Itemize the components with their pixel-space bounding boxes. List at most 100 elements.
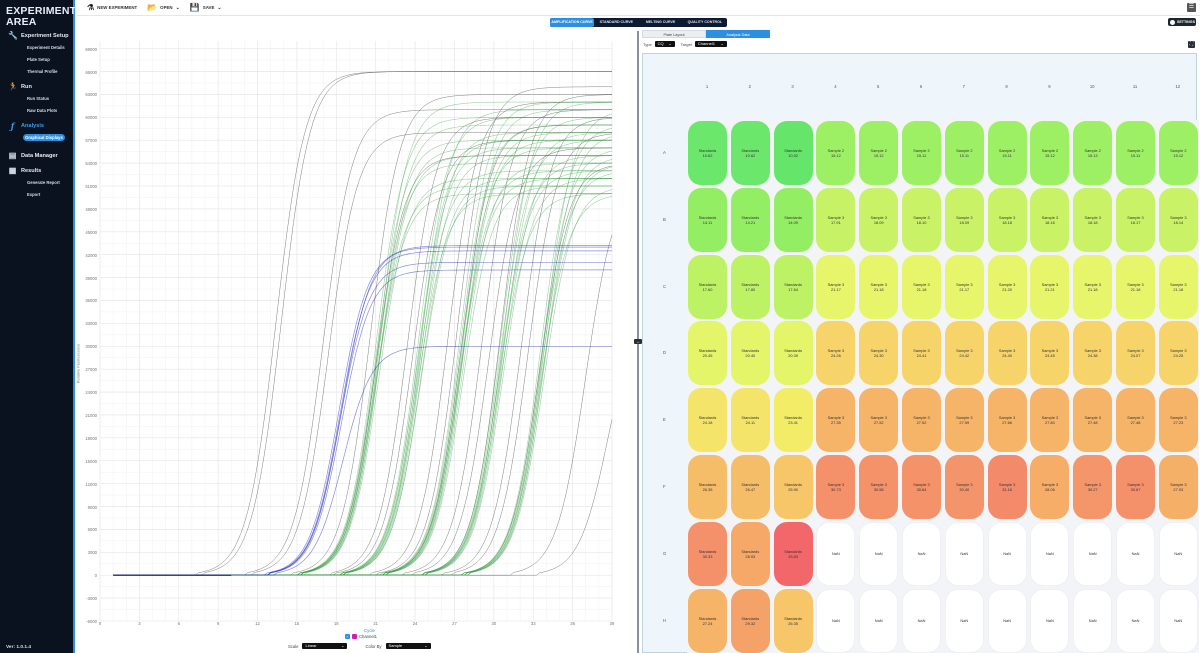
save-button[interactable]: 💾 SAVE ⌄ [190,3,222,12]
sidebar-item-graphical-displays[interactable]: Graphical Displays [23,134,65,141]
plate-well[interactable]: Sample 3 21.18 [1116,254,1155,319]
sidebar-section-experiment-setup[interactable]: 🔧 Experiment Setup [8,32,69,40]
plate-well[interactable]: Standards 14.21 [730,187,770,252]
plate-well[interactable]: NaN [944,521,984,586]
amplification-chart[interactable] [78,31,636,631]
plate-well[interactable]: NaN [1073,588,1113,653]
plate-well[interactable]: NaN [944,588,984,653]
plate-well[interactable]: Sample 3 30.27 [1073,455,1113,519]
sidebar-item-run-status[interactable]: Run Status [27,96,50,101]
fullscreen-icon[interactable]: ⛶ [1188,41,1195,48]
plate-well[interactable]: Standards 14.09 [773,187,813,252]
plate-well[interactable]: Sample 3 24.30 [859,321,899,386]
plate-well[interactable]: Sample 3 21.18 [1158,254,1198,319]
plate-well[interactable]: Sample 3 24.26 [816,321,856,386]
plate-well[interactable]: Standards 20.39 [773,321,813,386]
plate-well[interactable]: Sample 3 18.09 [859,187,899,252]
plate-well[interactable]: NaN [902,588,941,653]
plate-well[interactable]: Standards 20.45 [688,321,727,386]
plate-well[interactable]: Standards 26.35 [773,588,813,653]
plate-well[interactable]: Standards 10.52 [773,121,813,185]
plate-well[interactable]: Sample 3 18.18 [1073,187,1113,252]
plate-well[interactable]: Standards 24.11 [730,388,770,453]
plate-well[interactable]: Sample 2 15.11 [987,121,1027,185]
plate-well[interactable]: Sample 3 21.21 [1030,254,1070,319]
plate-well[interactable]: Sample 3 27.23 [1158,388,1198,453]
plate-well[interactable]: Sample 3 18.09 [944,187,984,252]
tab-quality-control[interactable]: QUALITY CONTROL [687,20,723,24]
plate-well[interactable]: NaN [1116,588,1155,653]
plate-well[interactable]: Standards 33.83 [773,521,813,586]
plate-well[interactable]: Sample 3 30.40 [944,455,984,519]
plate-well[interactable]: NaN [816,588,856,653]
sidebar-item-plate-setup[interactable]: Plate Setup [27,57,50,62]
sidebar-item-export[interactable]: Export [27,192,41,197]
plate-well[interactable]: Sample 2 15.12 [859,121,899,185]
plate-well[interactable]: Sample 2 15.13 [1073,121,1113,185]
plate-well[interactable]: Sample 3 18.10 [902,187,941,252]
plate-well[interactable]: Standards 17.64 [773,254,813,319]
window-menu-icon[interactable]: ☰ [1187,3,1196,12]
sidebar-item-thermal-profile[interactable]: Thermal Profile [27,69,58,74]
plate-well[interactable]: Standards 14.11 [688,187,727,252]
plate-well[interactable]: Standards 17.80 [730,254,770,319]
plate-well[interactable]: Sample 3 21.20 [987,254,1027,319]
tab-analysis-data[interactable]: Analysis Data [706,30,770,38]
plate-well[interactable]: Sample 2 15.11 [944,121,984,185]
new-experiment-button[interactable]: ⚗ NEW EXPERIMENT [87,3,137,12]
plate-well[interactable]: NaN [1073,521,1113,586]
plate-well[interactable]: NaN [1158,588,1198,653]
plate-well[interactable]: Sample 3 24.41 [902,321,941,386]
plate-well[interactable]: Sample 3 18.17 [1116,187,1155,252]
plate-well[interactable]: Sample 3 27.52 [859,388,899,453]
plate-well[interactable]: Standards 28.93 [730,521,770,586]
plate-well[interactable]: Sample 3 21.18 [902,254,941,319]
plate-well[interactable]: NaN [1030,588,1070,653]
plate-well[interactable]: Sample 3 24.45 [1030,321,1070,386]
plate-well[interactable]: Sample 3 24.42 [944,321,984,386]
plate-well[interactable]: Sample 3 17.91 [816,187,856,252]
open-button[interactable]: 📂 OPEN ⌄ [147,3,180,12]
plate-well[interactable]: NaN [987,521,1027,586]
plate-well[interactable]: Sample 3 24.40 [987,321,1027,386]
settings-button[interactable]: SETTINGS [1168,18,1196,26]
plate-well[interactable]: Sample 3 30.58 [859,455,899,519]
plate-well[interactable]: Sample 3 27.52 [902,388,941,453]
plate-well[interactable]: Standards 23.41 [773,388,813,453]
splitter-handle-icon[interactable]: ↔ [634,339,642,344]
plate-well[interactable]: NaN [902,521,941,586]
target-dropdown[interactable]: Channel1 ⌄ [694,41,727,47]
plate-well[interactable]: Sample 3 27.59 [944,388,984,453]
plate-well[interactable]: Sample 3 18.16 [1030,187,1070,252]
plate-well[interactable]: Sample 3 27.93 [1158,455,1198,519]
sidebar-item-raw-data-plots[interactable]: Raw Data Plots [27,108,58,113]
plate-well[interactable]: Sample 3 30.67 [1116,455,1155,519]
plate-well[interactable]: Sample 3 27.35 [816,388,856,453]
sidebar-item-generate-report[interactable]: Generate Report [27,180,60,185]
plate-well[interactable]: Standards 29.32 [730,588,770,653]
plate-well[interactable]: Sample 3 31.16 [987,455,1027,519]
plate-well[interactable]: Standards 26.47 [730,455,770,519]
plate-well[interactable]: NaN [859,521,899,586]
plate-well[interactable]: Standards 30.33 [688,521,727,586]
sidebar-section-run[interactable]: 🏃 Run [8,83,32,91]
plate-well[interactable]: Sample 3 30.73 [816,455,856,519]
plate-well[interactable]: Standards 17.60 [688,254,727,319]
plate-well[interactable]: Sample 3 24.25 [1158,321,1198,386]
plate-well[interactable]: Standards 10.62 [730,121,770,185]
plate-well[interactable]: Sample 3 21.17 [944,254,984,319]
plate-well[interactable]: Sample 2 15.12 [1030,121,1070,185]
plate-well[interactable]: Standards 25.90 [773,455,813,519]
plate-well[interactable]: NaN [1030,521,1070,586]
sidebar-section-analysis[interactable]: ƒ Analysis [8,122,44,130]
plate-well[interactable]: Standards 24.18 [688,388,727,453]
plate-well[interactable]: Sample 3 24.38 [1073,321,1113,386]
type-dropdown[interactable]: CQ ⌄ [654,41,675,47]
sidebar-item-experiment-details[interactable]: Experiment Details [27,45,65,50]
plate-well[interactable]: Sample 3 18.14 [1158,187,1198,252]
scale-dropdown[interactable]: Linear ⌄ [302,643,348,649]
plate-well[interactable]: Sample 3 30.64 [902,455,941,519]
plate-well[interactable]: Sample 2 15.11 [1116,121,1155,185]
tab-melting-curve[interactable]: MELTING CURVE [645,20,676,24]
plate-well[interactable]: Sample 3 27.48 [1073,388,1113,453]
